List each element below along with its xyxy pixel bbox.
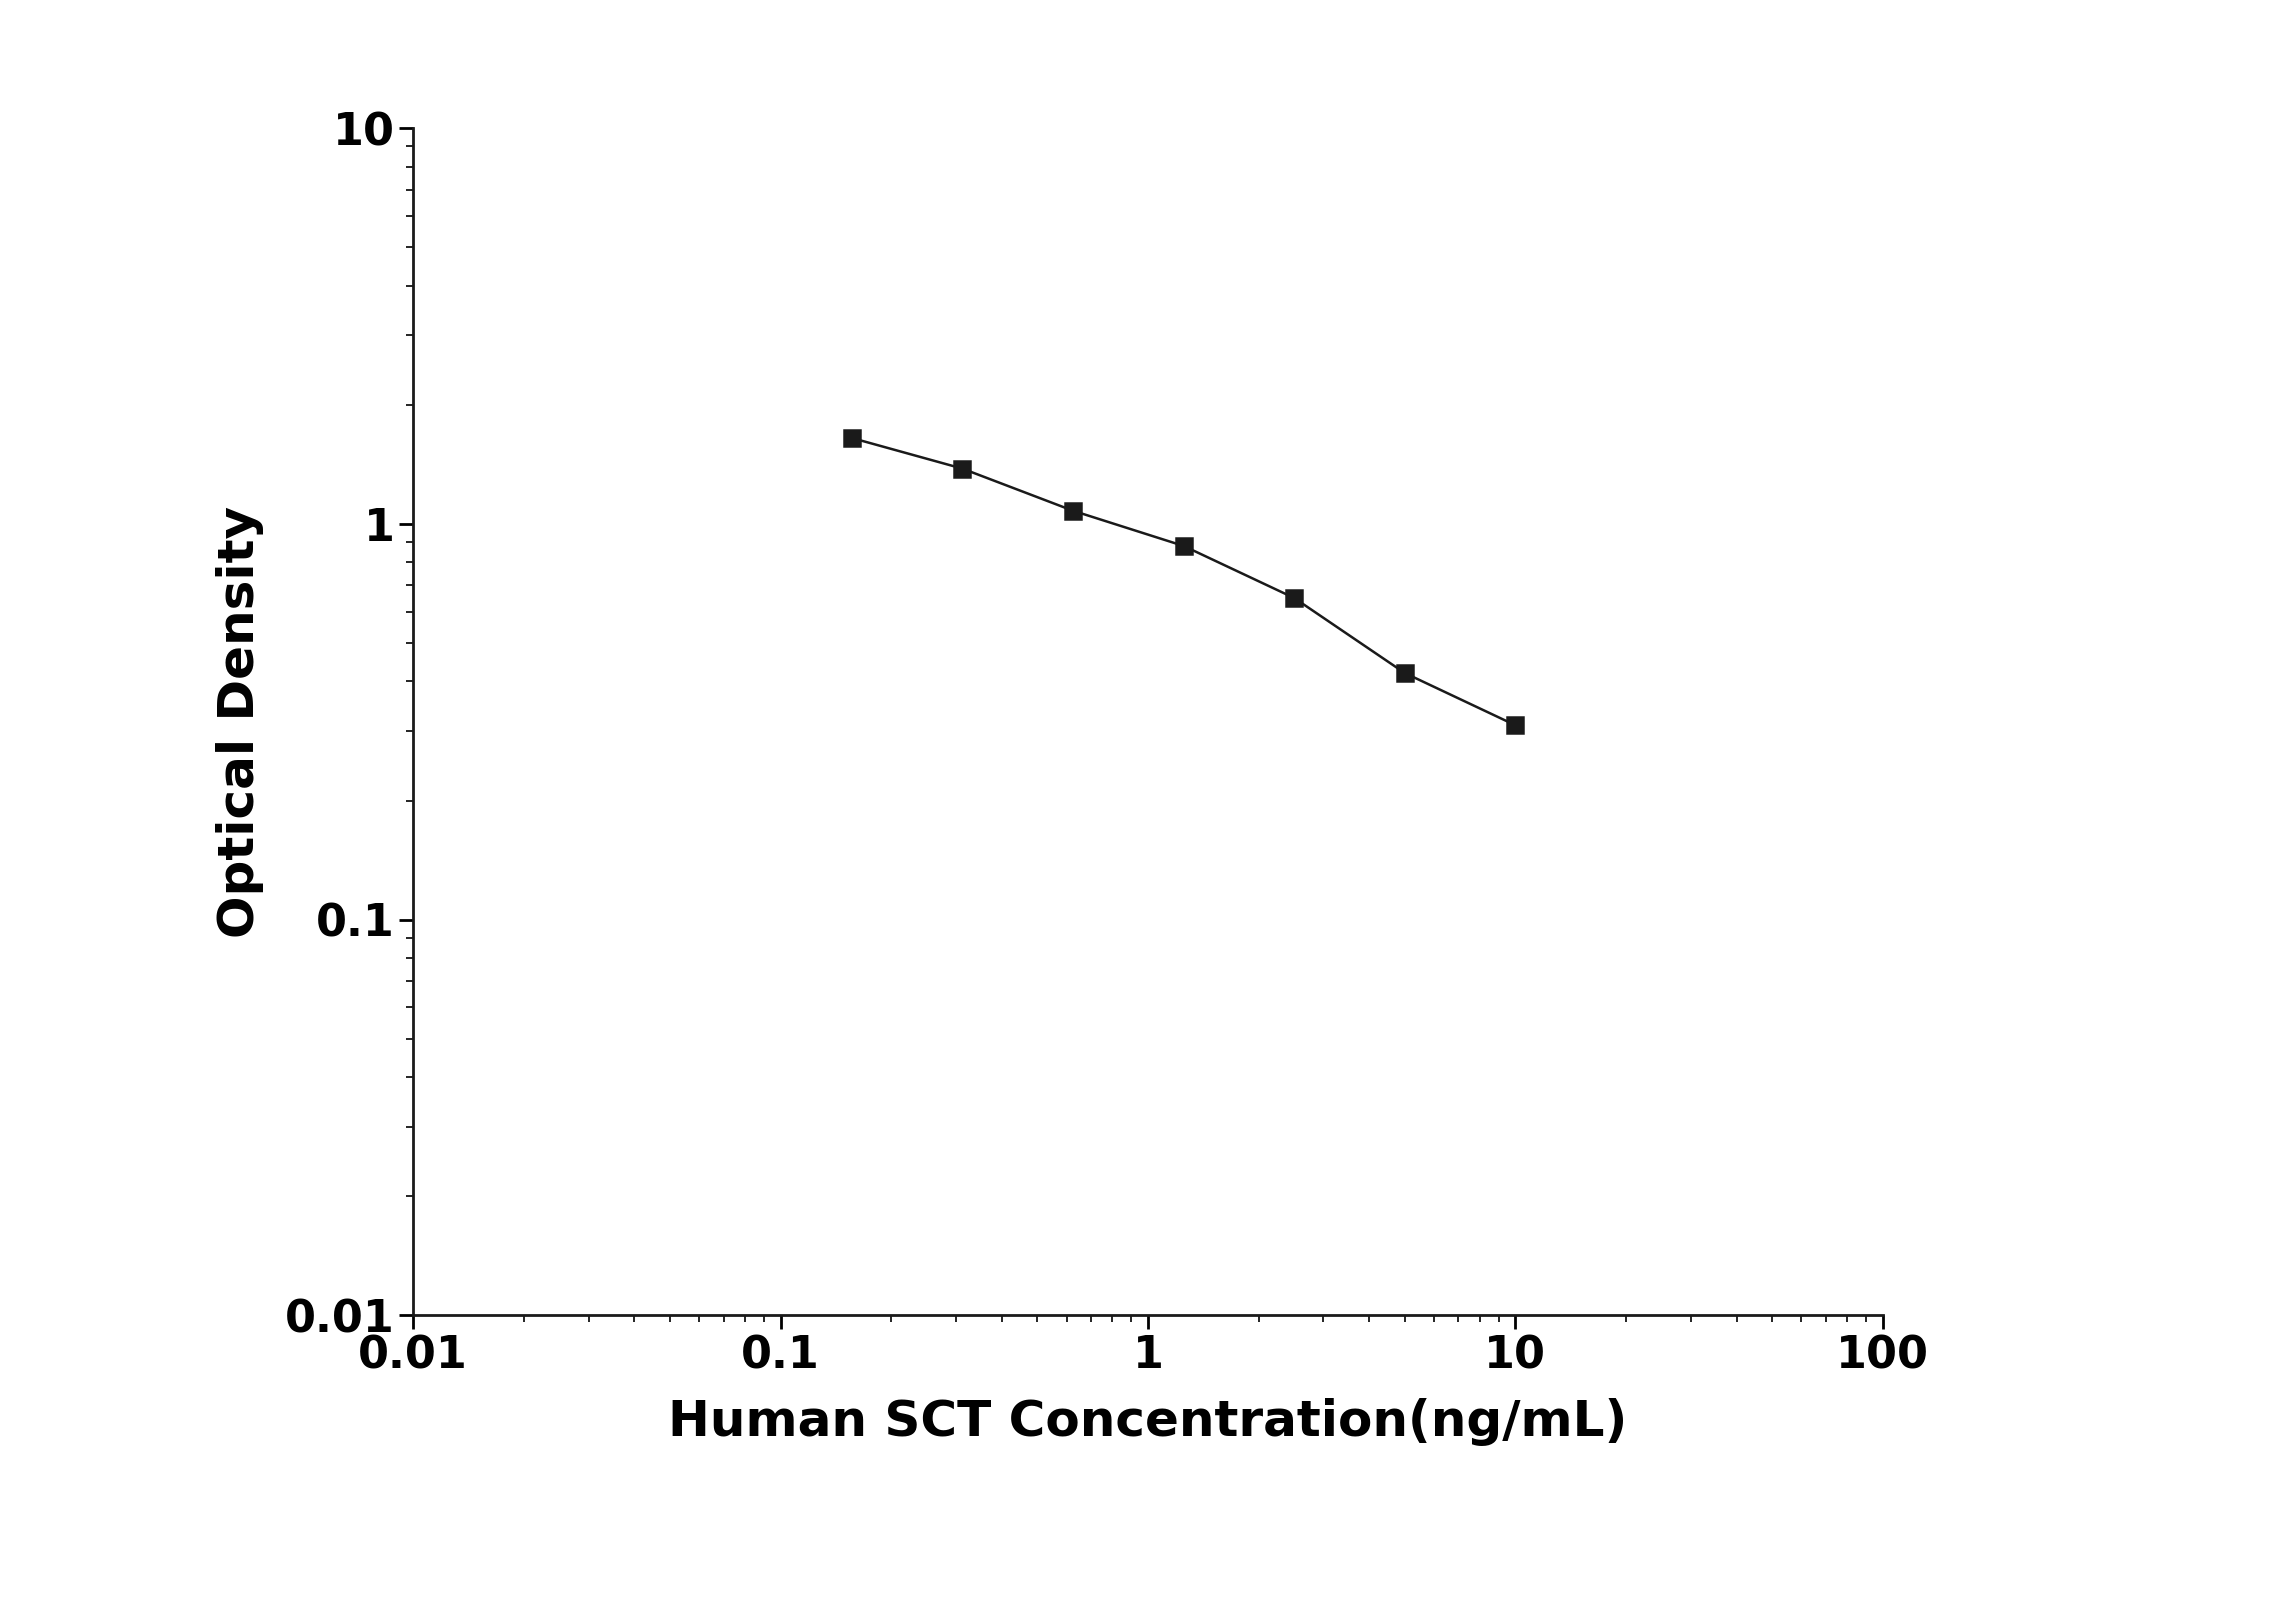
X-axis label: Human SCT Concentration(ng/mL): Human SCT Concentration(ng/mL) (668, 1397, 1628, 1445)
Y-axis label: Optical Density: Optical Density (216, 505, 264, 938)
